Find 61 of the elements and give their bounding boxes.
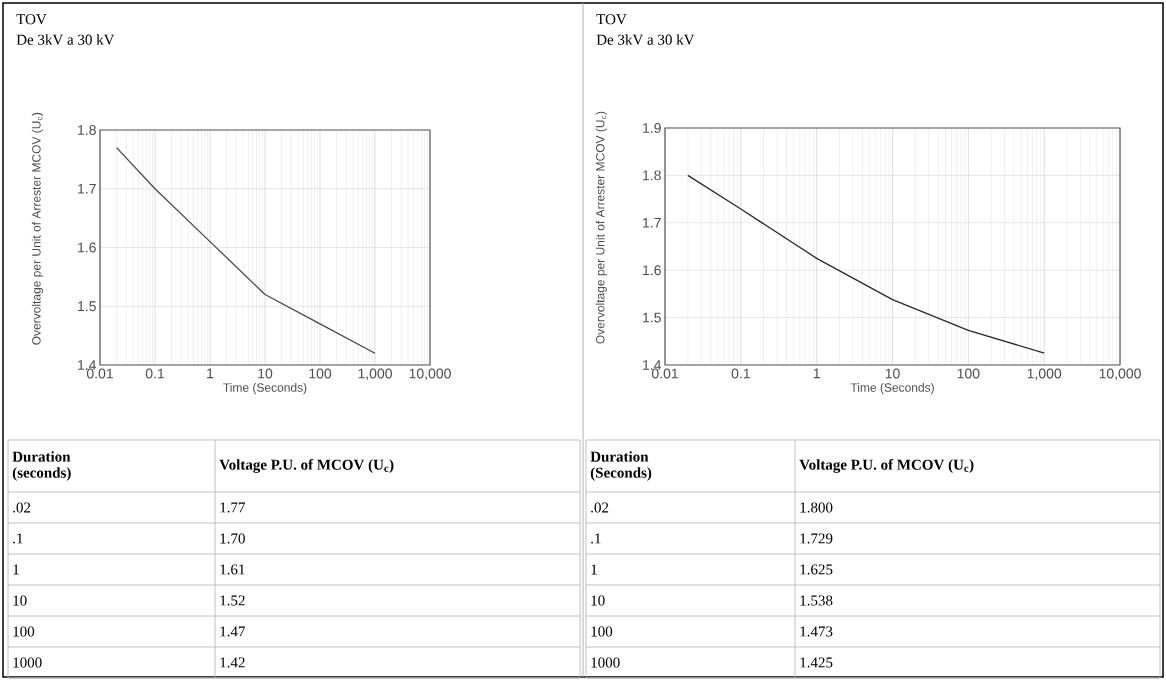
- text: 1.538: [800, 595, 833, 606]
- chart-title: TOV: [16, 14, 47, 25]
- text: 1: [13, 564, 19, 575]
- text: 10: [591, 595, 605, 606]
- text: 100: [591, 626, 613, 637]
- y-tick-label: 1.5: [78, 301, 96, 312]
- x-tick-label: 1: [813, 368, 820, 379]
- chart-title: TOV: [596, 14, 627, 25]
- text: .02: [13, 502, 31, 513]
- y-tick-label: 1.7: [78, 183, 96, 194]
- x-axis-title: Time (Seconds): [223, 382, 307, 395]
- y-tick-label: 1.5: [643, 312, 661, 323]
- text: 1.625: [800, 564, 833, 575]
- x-tick-label: 0.01: [86, 368, 113, 379]
- text: 10: [13, 595, 27, 606]
- text: 1.800: [800, 502, 833, 513]
- x-tick-label: 1: [207, 368, 214, 379]
- x-tick-label: 0.1: [145, 368, 165, 379]
- x-tick-label: 0.1: [731, 368, 750, 379]
- text: .1: [13, 533, 23, 544]
- text: 1000: [591, 657, 620, 668]
- text: Voltage P.U. of MCOV (U$_{c}$): [219, 459, 394, 473]
- text: 1.729: [800, 533, 833, 544]
- x-tick-label: 100: [309, 368, 332, 379]
- text: 1.473: [800, 626, 833, 637]
- x-tick-label: 10: [885, 368, 900, 379]
- x-tick-label: 10,000: [1099, 368, 1141, 381]
- y-axis-title: Overvoltage per Unit of Arrester MCOV (U$_{c}$): [595, 111, 607, 344]
- chart-subtitle: De 3kV a 30 kV: [596, 34, 695, 45]
- x-tick-label: 1,000: [358, 368, 392, 381]
- text: 1.52: [220, 595, 245, 606]
- text: 1: [591, 564, 597, 575]
- text: Duration (Seconds): [590, 451, 652, 481]
- y-tick-label: 1.8: [643, 170, 661, 181]
- text: 1.42: [220, 657, 245, 668]
- text: 100: [13, 626, 35, 637]
- x-tick-label: 0.01: [651, 368, 678, 379]
- y-axis-title: Overvoltage per Unit of Arrester MCOV (U$_{c}$): [31, 112, 44, 345]
- x-axis-title: Time (Seconds): [850, 382, 934, 395]
- y-tick-label: 1.4: [78, 360, 97, 370]
- text: 1.47: [220, 626, 246, 637]
- text: .02: [591, 502, 609, 513]
- text: Voltage P.U. of MCOV (U$_{c}$): [799, 459, 974, 473]
- chart-subtitle: De 3kV a 30 kV: [16, 34, 115, 45]
- y-tick-label: 1.7: [643, 217, 661, 228]
- text: 1.77: [220, 502, 246, 513]
- text: Duration (seconds): [12, 451, 71, 481]
- text: 1.61: [220, 564, 245, 575]
- x-tick-label: 10,000: [409, 368, 451, 381]
- x-tick-label: 10: [258, 368, 273, 379]
- x-tick-label: 1,000: [1027, 368, 1062, 381]
- y-tick-label: 1.6: [78, 242, 96, 253]
- x-tick-label: 100: [957, 368, 980, 379]
- y-tick-label: 1.8: [78, 125, 96, 135]
- y-tick-label: 1.9: [643, 123, 661, 133]
- y-tick-label: 1.6: [643, 265, 661, 276]
- text: 1.425: [800, 657, 833, 668]
- text: 1.70: [220, 533, 245, 544]
- y-tick-label: 1.4: [643, 360, 662, 370]
- text: .1: [591, 533, 601, 544]
- text: 1000: [13, 657, 42, 668]
